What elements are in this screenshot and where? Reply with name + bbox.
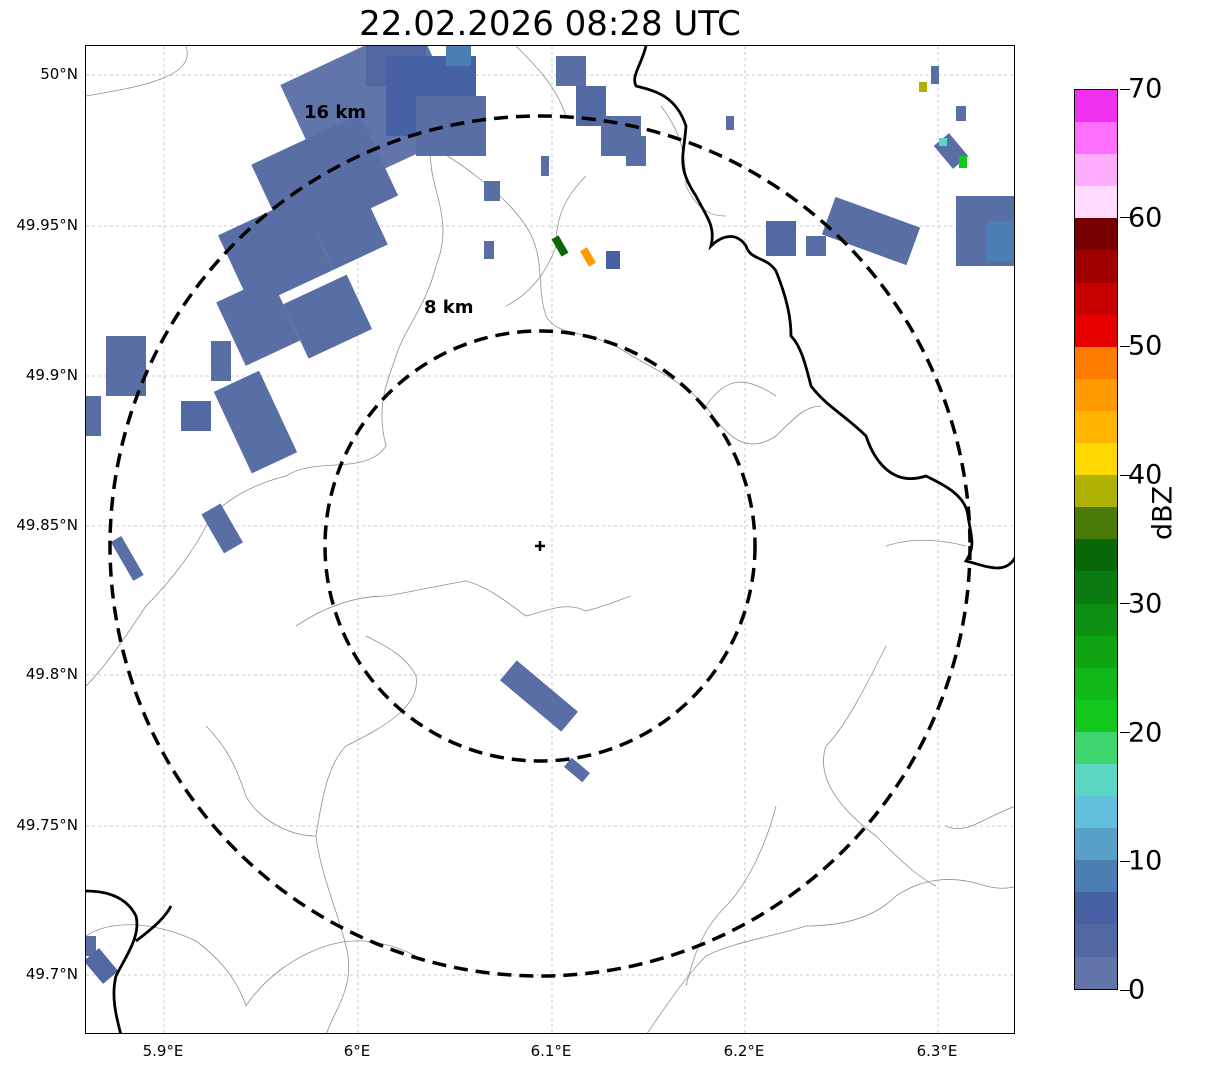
colorbar-segment <box>1075 699 1117 732</box>
colorbar-segment <box>1075 378 1117 411</box>
colorbar-segment <box>1075 603 1117 636</box>
colorbar-segment <box>1075 186 1117 219</box>
colorbar-tick-label: 70 <box>1128 73 1163 105</box>
colorbar-unit-label: dBZ <box>1147 485 1179 540</box>
map-title: 22.02.2026 08:28 UTC <box>359 4 741 44</box>
colorbar-segment <box>1075 154 1117 187</box>
colorbar-segment <box>1075 892 1117 925</box>
y-tick-label: 49.85°N <box>16 516 78 534</box>
colorbar-tick <box>1120 345 1130 347</box>
y-tick-label: 49.75°N <box>16 816 78 834</box>
radar-echoes <box>86 46 1014 984</box>
colorbar-segment <box>1075 731 1117 764</box>
colorbar-tick <box>1120 217 1130 219</box>
range-rings <box>108 114 972 978</box>
colorbar-segment <box>1075 443 1117 476</box>
colorbar-tick-label: 30 <box>1128 588 1163 620</box>
colorbar-segment <box>1075 539 1117 572</box>
y-tick-label: 49.9°N <box>25 366 78 384</box>
colorbar-tick <box>1120 860 1130 862</box>
x-tick-label: 6.1°E <box>530 1042 572 1060</box>
colorbar-segment <box>1075 90 1117 123</box>
y-tick-label: 49.8°N <box>25 665 78 683</box>
colorbar-segment <box>1075 796 1117 829</box>
colorbar-tick-label: 20 <box>1128 717 1163 749</box>
colorbar-segment <box>1075 475 1117 508</box>
colorbar-tick-label: 40 <box>1128 459 1163 491</box>
colorbar <box>1074 89 1118 990</box>
colorbar-tick-label: 60 <box>1128 202 1163 234</box>
colorbar-tick <box>1120 474 1130 476</box>
country-borders <box>86 46 1014 1033</box>
x-tick-label: 6°E <box>343 1042 371 1060</box>
colorbar-segment <box>1075 250 1117 283</box>
range-ring-16km <box>108 114 972 978</box>
colorbar-segment <box>1075 122 1117 155</box>
colorbar-tick <box>1120 603 1130 605</box>
colorbar-segment <box>1075 218 1117 251</box>
colorbar-segment <box>1075 763 1117 797</box>
colorbar-segment <box>1075 571 1117 604</box>
colorbar-tick <box>1120 88 1130 90</box>
colorbar-segment <box>1075 282 1117 315</box>
colorbar-tick-label: 50 <box>1128 330 1163 362</box>
range-ring-label-16km: 16 km <box>304 102 366 123</box>
radar-site-marker[interactable] <box>535 541 545 551</box>
colorbar-segment <box>1075 346 1117 379</box>
colorbar-segment <box>1075 667 1117 700</box>
x-tick-label: 6.2°E <box>723 1042 765 1060</box>
admin-boundaries <box>86 46 1014 1033</box>
colorbar-tick <box>1120 989 1130 991</box>
colorbar-segment <box>1075 314 1117 347</box>
colorbar-segment <box>1075 410 1117 444</box>
range-ring-label-8km: 8 km <box>424 297 474 318</box>
y-tick-label: 49.95°N <box>16 216 78 234</box>
radar-map[interactable]: 16 km 8 km <box>85 45 1015 1034</box>
radar-map-canvas: 16 km 8 km <box>86 46 1014 1033</box>
y-tick-label: 50°N <box>40 65 78 83</box>
colorbar-segment <box>1075 956 1117 989</box>
x-tick-label: 6.3°E <box>916 1042 958 1060</box>
colorbar-segment <box>1075 635 1117 668</box>
y-tick-label: 49.7°N <box>25 965 78 983</box>
colorbar-segment <box>1075 860 1117 893</box>
colorbar-segment <box>1075 924 1117 957</box>
colorbar-tick-label: 10 <box>1128 845 1163 877</box>
range-ring-8km <box>323 329 757 763</box>
x-tick-label: 5.9°E <box>142 1042 184 1060</box>
colorbar-tick <box>1120 732 1130 734</box>
colorbar-segment <box>1075 507 1117 540</box>
colorbar-segment <box>1075 828 1117 861</box>
colorbar-tick-label: 0 <box>1128 974 1146 1006</box>
